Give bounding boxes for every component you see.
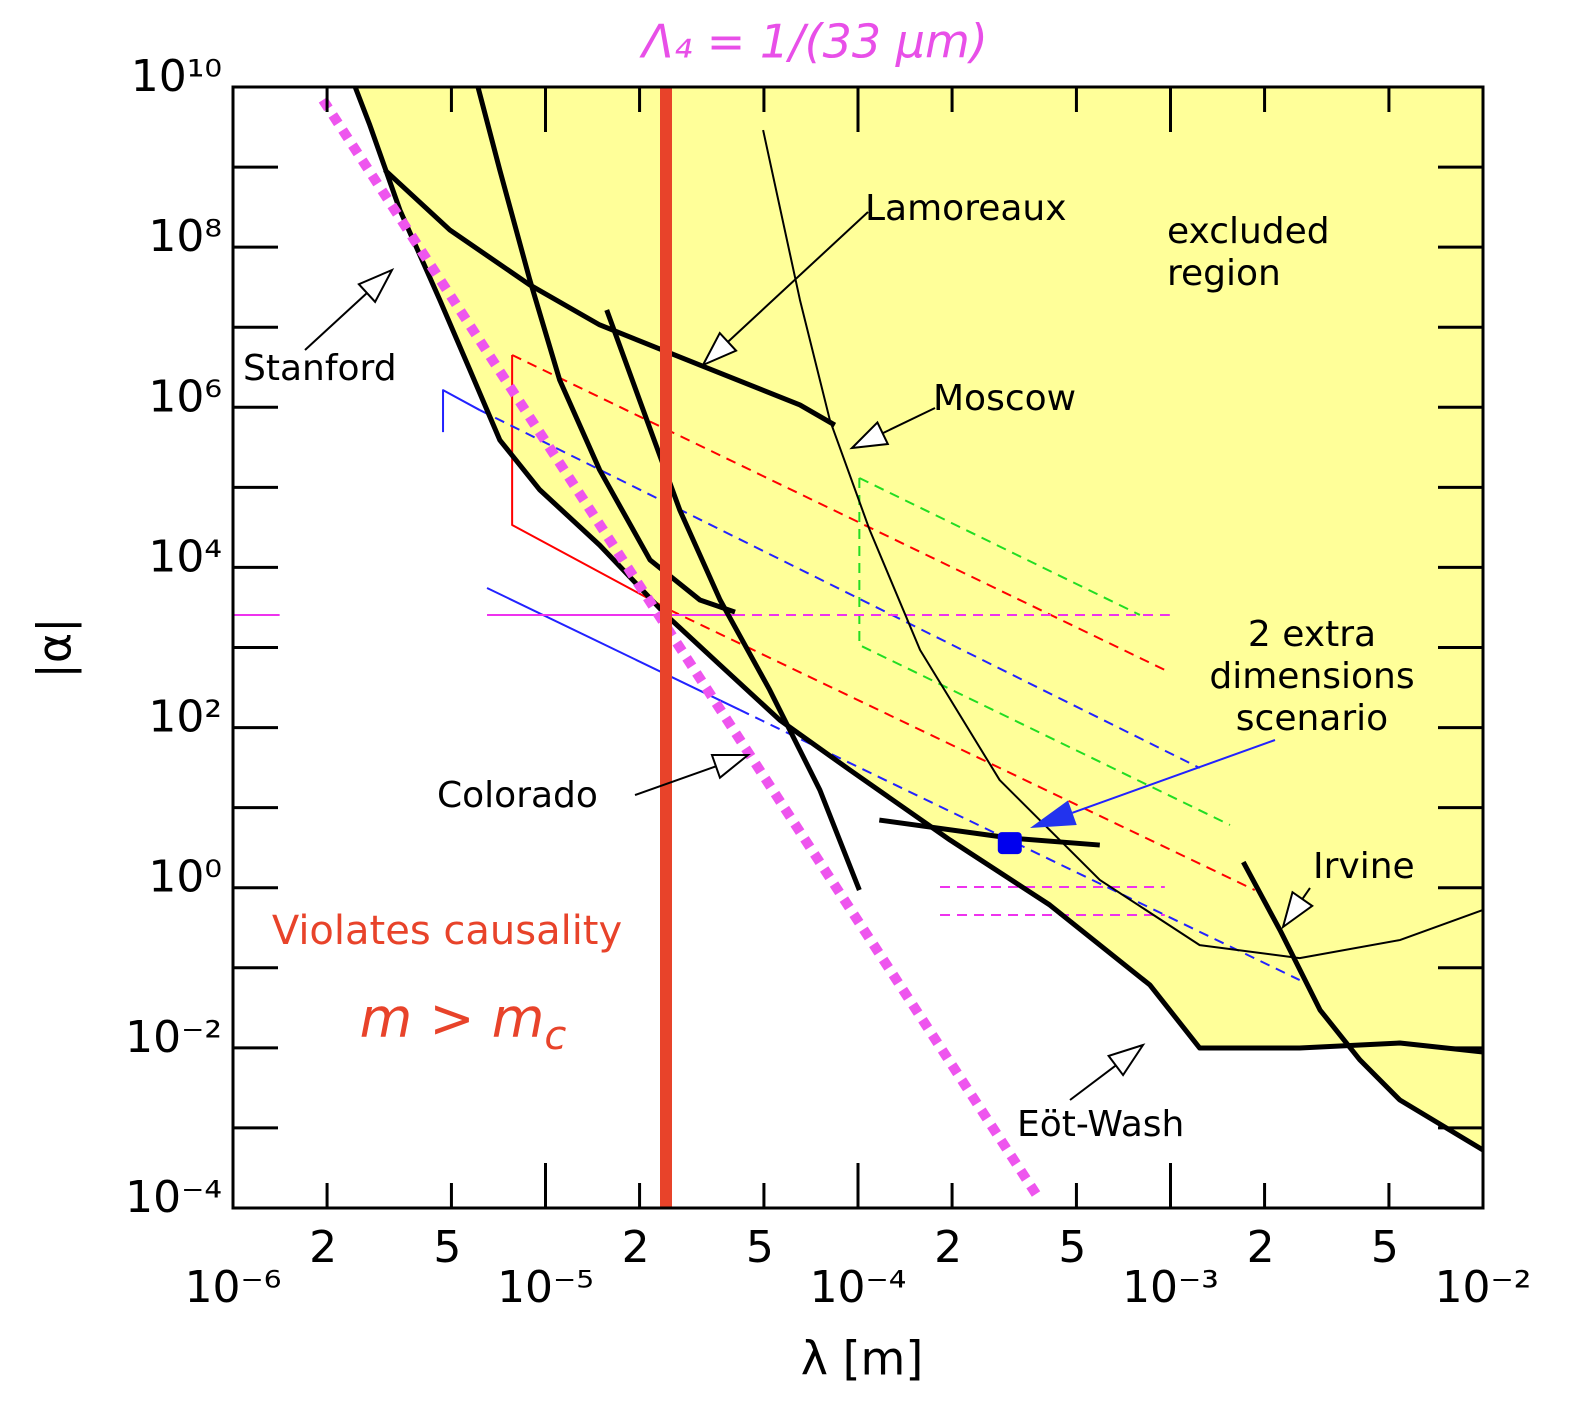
chart-title: Λ₄ = 1/(33 µm)	[639, 15, 988, 69]
x-tick-label: 2	[934, 1222, 962, 1273]
y-tick-label: 10⁰	[148, 852, 222, 903]
curve	[762, 129, 1484, 960]
annotation: Stanford	[243, 348, 397, 389]
curve	[511, 354, 1166, 671]
y-tick-label: 10⁶	[148, 371, 222, 422]
arrow-head	[849, 420, 890, 450]
mass-label: m > mc	[360, 987, 567, 1059]
annotation: Colorado	[437, 775, 598, 816]
curve	[858, 477, 1231, 826]
y-tick-label: 10¹⁰	[131, 51, 222, 102]
x-tick-label: 5	[433, 1222, 461, 1273]
annotation: Lamoreaux	[865, 188, 1067, 229]
arrow-line	[1069, 1064, 1117, 1101]
y-tick-label: 10⁻²	[125, 1012, 222, 1063]
curve	[352, 86, 1484, 1055]
x-tick-label: 10⁻⁵	[497, 1262, 594, 1313]
annotation: Irvine	[1313, 846, 1415, 887]
curve	[442, 389, 481, 433]
x-tick-label: 10⁻⁶	[185, 1262, 282, 1313]
mass-label-sub: c	[544, 1013, 566, 1059]
x-tick-label: 5	[1058, 1222, 1086, 1273]
x-axis-label: λ [m]	[801, 1332, 924, 1386]
curve	[511, 354, 671, 611]
arrow-line	[1301, 887, 1311, 900]
arrow-line	[727, 211, 869, 343]
y-tick-label: 10²	[148, 692, 222, 743]
annotation: scenario	[1236, 698, 1388, 739]
annotation: 2 extra	[1248, 614, 1376, 655]
x-tick-label: 2	[309, 1222, 337, 1273]
arrow-line	[1072, 739, 1276, 814]
annotation: Eöt-Wash	[1017, 1104, 1184, 1145]
x-tick-label: 10⁻⁴	[810, 1262, 907, 1313]
arrow-line	[634, 765, 717, 796]
curve	[1241, 860, 1485, 1153]
x-tick-label: 5	[746, 1222, 774, 1273]
x-tick-label: 10⁻²	[1435, 1262, 1532, 1313]
annotation: dimensions	[1209, 656, 1414, 697]
curve	[486, 587, 741, 711]
arrow-line	[882, 407, 936, 435]
arrow-head	[710, 753, 751, 780]
arrow-head	[357, 267, 395, 304]
y-axis-label: |α|	[28, 617, 83, 678]
arrow-head	[1030, 800, 1077, 828]
curve	[318, 97, 1045, 1203]
y-tick-label: 10⁸	[148, 211, 222, 262]
arrow-head	[700, 331, 738, 368]
excluded-region	[355, 87, 1483, 1151]
curve	[479, 409, 1201, 769]
x-tick-label: 2	[622, 1222, 650, 1273]
annotation: region	[1167, 253, 1281, 294]
curve	[383, 168, 837, 428]
annotation: excluded	[1167, 211, 1330, 252]
arrow-head	[1281, 890, 1314, 930]
curve	[604, 309, 862, 891]
curve	[475, 86, 736, 615]
x-tick-label: 5	[1371, 1222, 1399, 1273]
x-tick-label: 10⁻³	[1122, 1262, 1219, 1313]
arrow-line	[304, 292, 368, 351]
mass-label-main: m > m	[360, 987, 545, 1050]
y-tick-label: 10⁻⁴	[125, 1172, 222, 1223]
annotation: Moscow	[933, 378, 1076, 419]
causality-label: Violates causality	[272, 908, 622, 954]
marker	[997, 832, 1022, 855]
x-tick-label: 2	[1247, 1222, 1275, 1273]
arrow-head	[1106, 1043, 1146, 1077]
curve	[669, 609, 1256, 891]
curve	[858, 477, 1141, 616]
y-tick-label: 10⁴	[148, 531, 222, 582]
